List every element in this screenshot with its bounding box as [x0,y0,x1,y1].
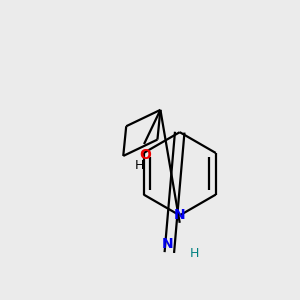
Text: H: H [135,159,144,172]
Text: N: N [174,208,185,222]
Text: N: N [162,237,174,251]
Text: H: H [190,247,200,260]
Text: O: O [140,148,152,162]
